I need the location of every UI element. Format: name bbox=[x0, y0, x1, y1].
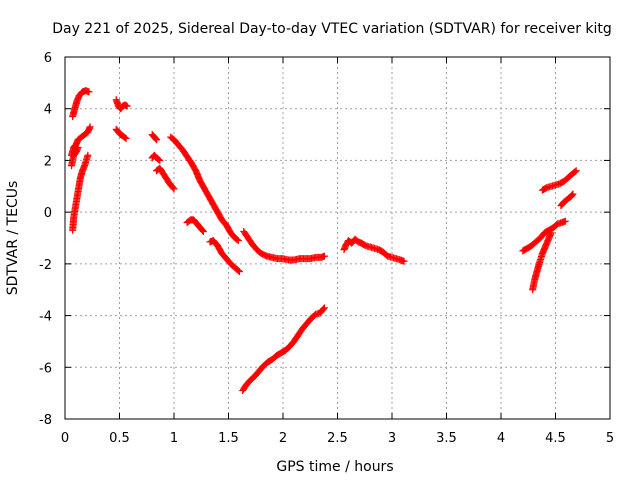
series-arc-4 bbox=[69, 151, 92, 234]
data-point-marker bbox=[151, 134, 159, 142]
x-tick-label: 1.5 bbox=[218, 431, 239, 446]
data-point-marker bbox=[569, 190, 577, 198]
data-point-marker bbox=[561, 217, 569, 225]
series-arc-13 bbox=[240, 228, 328, 264]
plot-frame bbox=[64, 56, 611, 420]
series-arc-14 bbox=[239, 304, 328, 395]
data-point-marker bbox=[320, 304, 328, 312]
series-arc-3 bbox=[68, 144, 82, 170]
grid-lines bbox=[65, 57, 610, 419]
y-tick-label: -2 bbox=[39, 258, 52, 273]
series-arc-8 bbox=[148, 151, 164, 164]
y-tick-label: 4 bbox=[44, 103, 52, 118]
series-arc-10 bbox=[167, 133, 242, 245]
data-point-marker bbox=[122, 134, 130, 142]
y-tick-label: 6 bbox=[44, 51, 52, 66]
data-point-marker bbox=[74, 144, 82, 151]
data-point-marker bbox=[156, 156, 164, 164]
x-tick-label: 2 bbox=[279, 431, 287, 446]
data-point-marker bbox=[153, 136, 161, 144]
data-point-marker bbox=[169, 184, 177, 192]
data-point-marker bbox=[572, 167, 580, 175]
y-axis-ticks: -8 -6 -4 -2 0 2 4 6 bbox=[39, 51, 610, 428]
data-point-marker bbox=[199, 227, 207, 235]
data-point-marker bbox=[155, 156, 163, 164]
x-tick-label: 3.5 bbox=[436, 431, 457, 446]
data-point-marker bbox=[320, 252, 328, 260]
series-arc-11 bbox=[183, 216, 207, 236]
series-arc-9 bbox=[153, 164, 178, 193]
data-point-marker bbox=[152, 135, 160, 143]
y-tick-label: -4 bbox=[39, 310, 52, 325]
data-point-marker bbox=[199, 228, 207, 236]
data-point-marker bbox=[233, 236, 241, 244]
x-tick-label: 5 bbox=[606, 431, 614, 446]
x-tick-label: 4.5 bbox=[545, 431, 566, 446]
data-point-marker bbox=[121, 134, 129, 142]
data-points bbox=[68, 87, 580, 395]
data-point-marker bbox=[567, 192, 575, 200]
series-arc-5 bbox=[112, 96, 131, 113]
y-tick-label: 2 bbox=[44, 154, 52, 169]
data-point-marker bbox=[123, 102, 131, 110]
data-point-marker bbox=[235, 268, 243, 276]
series-arc-17 bbox=[529, 229, 555, 294]
data-point-marker bbox=[86, 123, 94, 131]
y-axis-label: SDTVAR / TECUs bbox=[5, 181, 21, 296]
series-arc-12 bbox=[206, 237, 243, 276]
data-point-marker bbox=[571, 168, 579, 176]
data-point-marker bbox=[170, 185, 178, 193]
y-tick-label: 0 bbox=[44, 206, 52, 221]
x-tick-label: 3 bbox=[388, 431, 396, 446]
x-tick-label: 2.5 bbox=[327, 431, 348, 446]
series-arc-19 bbox=[557, 190, 577, 210]
data-point-marker bbox=[85, 88, 93, 96]
x-tick-label: 1 bbox=[170, 431, 178, 446]
x-tick-label: 4 bbox=[497, 431, 505, 446]
data-point-marker bbox=[400, 257, 408, 265]
series-arc-2 bbox=[68, 123, 94, 159]
chart-title: Day 221 of 2025, Sidereal Day-to-day VTE… bbox=[52, 21, 612, 37]
data-point-marker bbox=[320, 305, 328, 313]
x-axis-label: GPS time / hours bbox=[276, 459, 393, 475]
series-arc-7 bbox=[148, 131, 161, 144]
data-point-marker bbox=[84, 151, 92, 159]
series-arc-15 bbox=[340, 235, 408, 265]
series-arc-6 bbox=[112, 125, 130, 142]
series-arc-18 bbox=[538, 167, 580, 194]
series-arc-1 bbox=[69, 87, 93, 120]
x-tick-label: 0 bbox=[61, 431, 69, 446]
y-tick-label: -6 bbox=[39, 361, 52, 376]
y-tick-label: -8 bbox=[39, 413, 52, 428]
data-point-marker bbox=[234, 237, 242, 245]
data-point-marker bbox=[234, 267, 242, 275]
data-point-marker bbox=[122, 101, 130, 109]
data-point-marker bbox=[568, 191, 576, 199]
data-point-marker bbox=[547, 229, 555, 237]
x-tick-label: 0.5 bbox=[109, 431, 130, 446]
